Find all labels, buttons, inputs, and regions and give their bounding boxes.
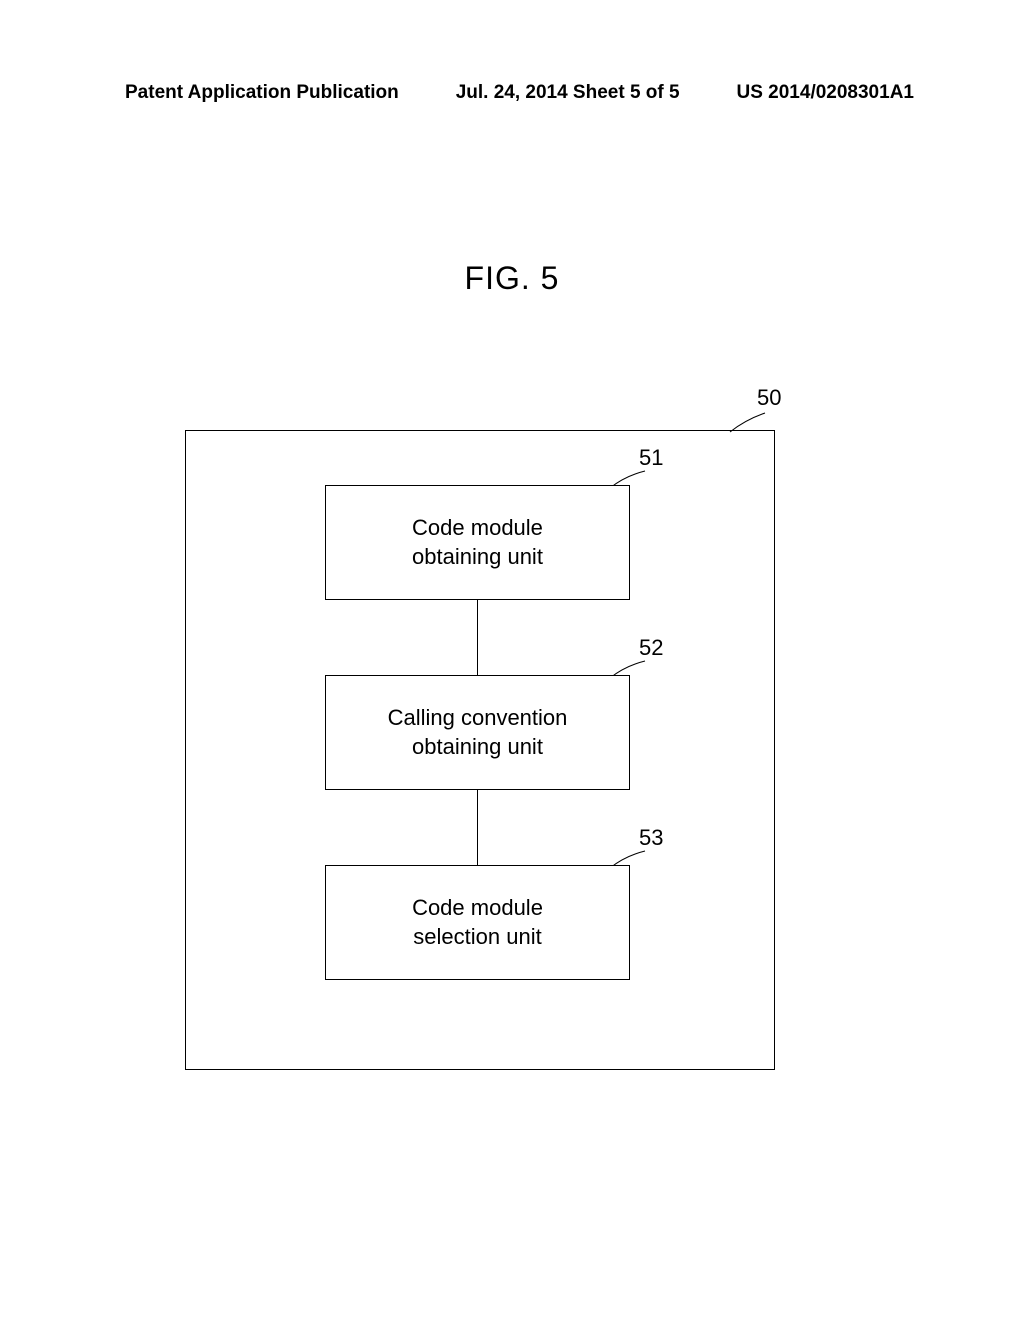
- block-label-line: Code module: [412, 515, 543, 540]
- figure-title: FIG. 5: [0, 260, 1024, 297]
- connector-51-52: [477, 600, 478, 675]
- leader-50: [725, 410, 785, 440]
- page-header: Patent Application Publication Jul. 24, …: [0, 82, 1024, 104]
- block-label-line: Calling convention: [388, 705, 568, 730]
- block-label-line: obtaining unit: [412, 734, 543, 759]
- ref-label-50: 50: [757, 385, 781, 411]
- block-code-module-selection-unit: Code module selection unit: [325, 865, 630, 980]
- block-code-module-obtaining-unit: Code module obtaining unit: [325, 485, 630, 600]
- block-label-line: Code module: [412, 895, 543, 920]
- block-label-line: obtaining unit: [412, 544, 543, 569]
- connector-52-53: [477, 790, 478, 865]
- block-label-line: selection unit: [413, 924, 541, 949]
- block-diagram: 50 51 52 53 Code module obtaining unit C…: [185, 390, 825, 1090]
- block-calling-convention-obtaining-unit: Calling convention obtaining unit: [325, 675, 630, 790]
- date-sheet: Jul. 24, 2014 Sheet 5 of 5: [456, 82, 680, 104]
- publication-type: Patent Application Publication: [125, 82, 399, 104]
- publication-number: US 2014/0208301A1: [737, 82, 914, 104]
